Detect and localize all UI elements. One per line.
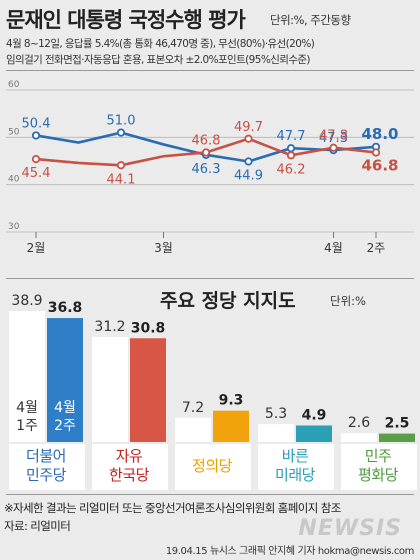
- x-tick-label: 4월: [324, 241, 343, 255]
- y-tick-50: 50: [8, 127, 20, 137]
- x-tick-label: 2월: [27, 241, 46, 255]
- party-name-label: 더불어 민주당: [26, 447, 66, 484]
- series-point: [201, 148, 211, 157]
- series-point: [329, 143, 338, 152]
- series-point: [286, 151, 296, 160]
- bar-apr-week1: [9, 311, 45, 442]
- page-title: 문재인 대통령 국정수행 평가: [6, 8, 246, 32]
- data-label: 44.1: [107, 172, 136, 187]
- bar-apr-week2: [213, 410, 249, 442]
- data-label: 45.4: [22, 166, 51, 181]
- party-name-label: 정의당: [192, 457, 232, 475]
- party-label-bg: [9, 444, 85, 490]
- bar-chart-unit: 단위:%: [330, 294, 366, 308]
- series-point: [31, 131, 41, 140]
- footer-source: 자료: 리얼미터: [4, 519, 71, 533]
- y-tick-30: 30: [8, 222, 20, 232]
- x-tick-label: 3월: [154, 241, 173, 255]
- data-label: 47.3: [319, 131, 348, 146]
- value-label-week1: 7.2: [182, 400, 204, 416]
- bar-apr-week1: [341, 433, 377, 442]
- survey-info-line-1: 4월 8~12일, 응답률 5.4%(총 통화 46,470명 중), 무선(8…: [6, 38, 315, 50]
- party-name-label: 바른 미래당: [275, 447, 315, 484]
- value-label-week1: 31.2: [94, 319, 125, 335]
- value-label-week2: 9.3: [219, 393, 244, 409]
- bar-chart-title: 주요 정당 지지도: [160, 290, 296, 312]
- data-label: 46.3: [192, 162, 221, 177]
- series-point: [244, 157, 253, 166]
- survey-info-line-2: 임의걸기 전화면접·자동응답 혼용, 표본오차 ±2.0%포인트(95%신뢰수준…: [6, 54, 311, 66]
- bar-apr-week2: [296, 425, 332, 442]
- data-label: 46.2: [277, 162, 306, 177]
- x-tick-label: 2주: [367, 241, 386, 255]
- data-label: 47.8: [319, 129, 348, 144]
- series-point: [116, 161, 126, 170]
- series-point: [116, 128, 126, 137]
- legend-label-week2: 4월: [54, 400, 76, 416]
- party-label-bg: [175, 444, 251, 490]
- party-name-label: 민주 평화당: [358, 447, 398, 484]
- footer-credit: 19.04.15 뉴시스 그래픽 안지혜 기자 hokma@newsis.com: [165, 546, 415, 557]
- bar-apr-week1: [92, 336, 128, 442]
- party-label-bg: [341, 444, 417, 490]
- newsis-logo: NEWSIS: [298, 516, 402, 541]
- data-label: 51.0: [107, 114, 136, 129]
- data-label: 46.8: [192, 133, 221, 148]
- data-label: 48.0: [361, 125, 398, 143]
- legend-label-week2: 2주: [54, 418, 76, 434]
- series-point: [31, 155, 41, 164]
- data-label: 50.4: [22, 116, 51, 131]
- value-label-week1: 38.9: [11, 293, 42, 309]
- data-label: 49.7: [234, 120, 263, 135]
- value-label-week2: 4.9: [302, 407, 327, 423]
- series-point: [371, 148, 381, 157]
- line-chart-unit: 단위:%, 주간동향: [270, 13, 351, 27]
- header-divider: [6, 70, 414, 71]
- value-label-week1: 5.3: [265, 406, 287, 422]
- section-divider: [6, 278, 414, 279]
- legend-label-week1: 1주: [16, 418, 38, 434]
- footer-note: ※자세한 결과는 리얼미터 또는 중앙선거여론조사심의위원회 홈페이지 참조: [4, 501, 341, 515]
- footer-divider: [6, 494, 414, 495]
- value-label-week1: 2.6: [348, 415, 370, 431]
- series-point: [244, 134, 253, 143]
- party-support-bar-chart: 38.9 36.8 31.2 30.8 7.2 9.3 5.3 4.9 2.6 2.5 4월 1주 4월…: [9, 293, 415, 442]
- party-label-bg: [258, 444, 334, 490]
- approval-line-chart: 30 40 50 60 2월 3월 4월 2주 50.4 51.0 46.3 44.9 47.7 47.3…: [6, 80, 414, 255]
- data-label: 47.7: [277, 129, 306, 144]
- party-label-bg: [92, 444, 168, 490]
- bar-apr-week2: [379, 433, 415, 442]
- data-label: 46.8: [361, 156, 398, 174]
- y-tick-40: 40: [8, 175, 20, 185]
- value-label-week2: 36.8: [48, 300, 83, 316]
- data-label: 44.9: [234, 168, 263, 183]
- bar-apr-week1: [175, 417, 211, 442]
- bar-apr-week2: [130, 338, 166, 442]
- bar-apr-week2: [47, 318, 83, 442]
- value-label-week2: 30.8: [131, 320, 166, 336]
- bar-apr-week1: [258, 424, 294, 442]
- party-name-label: 자유 한국당: [109, 447, 149, 484]
- y-tick-60: 60: [8, 80, 20, 90]
- legend-label-week1: 4월: [16, 400, 38, 416]
- value-label-week2: 2.5: [385, 416, 410, 432]
